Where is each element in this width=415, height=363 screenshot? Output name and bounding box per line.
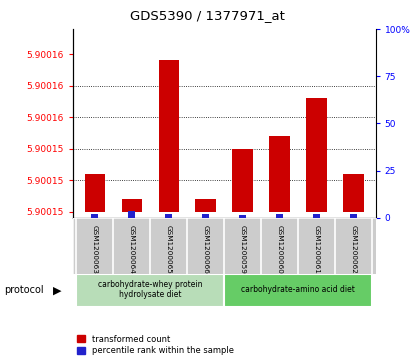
Text: carbohydrate-amino acid diet: carbohydrate-amino acid diet — [241, 285, 355, 294]
Bar — [202, 214, 209, 218]
Bar — [239, 215, 246, 218]
Bar — [306, 98, 327, 212]
Bar — [232, 148, 253, 212]
Text: GDS5390 / 1377971_at: GDS5390 / 1377971_at — [130, 9, 285, 22]
Bar — [85, 174, 105, 212]
Text: GSM1200065: GSM1200065 — [166, 225, 172, 273]
Legend: transformed count, percentile rank within the sample: transformed count, percentile rank withi… — [77, 335, 234, 355]
Text: protocol: protocol — [4, 285, 44, 295]
Bar — [159, 61, 179, 212]
Bar — [195, 199, 216, 212]
Text: carbohydrate-whey protein
hydrolysate diet: carbohydrate-whey protein hydrolysate di… — [98, 280, 203, 299]
Text: GSM1200063: GSM1200063 — [92, 225, 98, 273]
Bar — [128, 211, 135, 218]
Bar — [350, 214, 357, 218]
Bar — [269, 136, 290, 212]
Bar — [91, 214, 98, 218]
Text: GSM1200062: GSM1200062 — [350, 225, 356, 273]
Bar — [122, 199, 142, 212]
Text: GSM1200059: GSM1200059 — [239, 225, 246, 273]
Text: GSM1200061: GSM1200061 — [313, 225, 320, 273]
Bar — [165, 214, 172, 218]
Text: GSM1200060: GSM1200060 — [276, 225, 283, 273]
Text: GSM1200066: GSM1200066 — [203, 225, 209, 273]
Bar — [76, 274, 224, 307]
Text: ▶: ▶ — [53, 285, 61, 295]
Bar — [313, 214, 320, 218]
Bar — [224, 274, 372, 307]
Bar — [276, 214, 283, 218]
Text: GSM1200064: GSM1200064 — [129, 225, 135, 273]
Bar — [343, 174, 364, 212]
